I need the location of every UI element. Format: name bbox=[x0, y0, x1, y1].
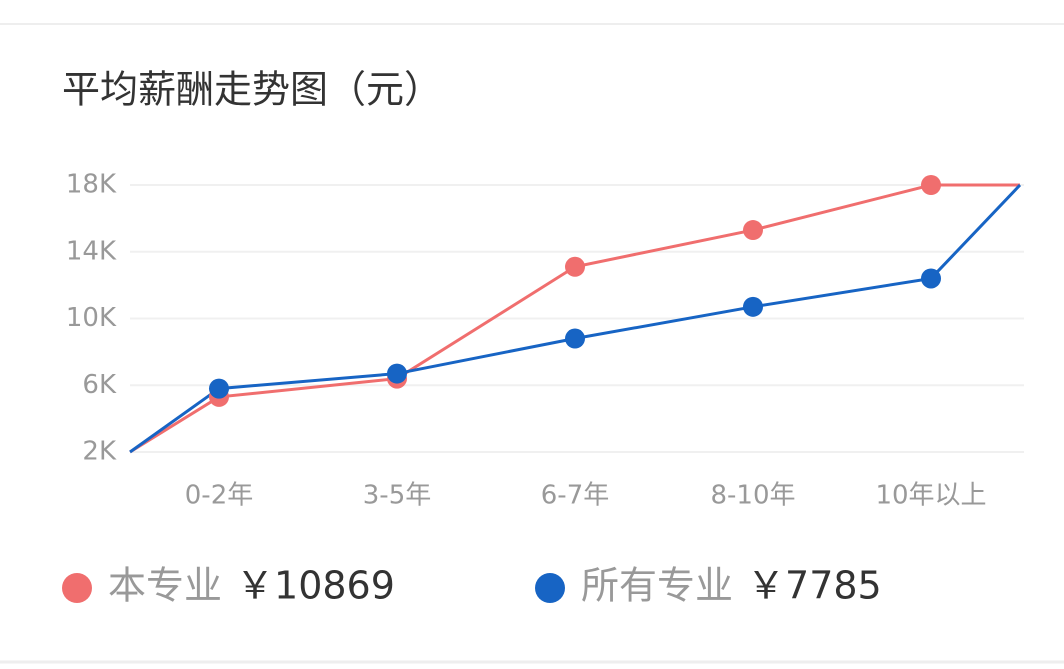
x-tick-label: 6-7年 bbox=[541, 481, 609, 511]
data-point bbox=[209, 378, 229, 399]
y-tick-label: 18K bbox=[66, 170, 117, 200]
data-point bbox=[743, 296, 763, 317]
legend-value: ￥10869 bbox=[236, 564, 395, 608]
legend-label: 所有专业 bbox=[581, 564, 733, 608]
data-point bbox=[743, 220, 763, 241]
x-tick-label: 3-5年 bbox=[363, 481, 431, 511]
data-point bbox=[387, 363, 407, 384]
x-tick-label: 10年以上 bbox=[875, 481, 986, 511]
data-point bbox=[921, 268, 941, 289]
data-point bbox=[565, 256, 585, 277]
chart-title: 平均薪酬走势图（元） bbox=[62, 68, 442, 112]
x-tick-label: 0-2年 bbox=[185, 481, 253, 511]
legend-marker bbox=[62, 573, 92, 603]
data-point bbox=[921, 175, 941, 195]
x-tick-label: 8-10年 bbox=[710, 481, 795, 511]
legend-value: ￥7785 bbox=[747, 564, 882, 608]
legend-marker bbox=[535, 573, 565, 603]
y-tick-label: 6K bbox=[82, 370, 117, 400]
y-tick-label: 14K bbox=[66, 236, 117, 266]
legend-label: 本专业 bbox=[108, 564, 222, 608]
data-point bbox=[565, 328, 585, 349]
y-tick-label: 2K bbox=[82, 437, 117, 467]
y-tick-label: 10K bbox=[66, 303, 117, 333]
